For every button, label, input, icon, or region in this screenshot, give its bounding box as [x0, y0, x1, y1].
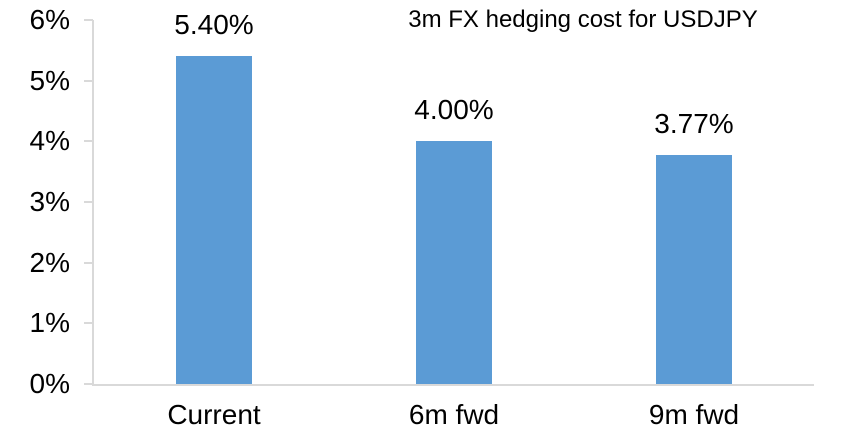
y-axis-tick: [84, 261, 93, 264]
chart-title: 3m FX hedging cost for USDJPY: [408, 6, 758, 33]
y-axis-tick: [84, 140, 93, 143]
y-axis-tick: [84, 322, 93, 325]
y-axis-tick: [84, 79, 93, 82]
bar: [416, 141, 492, 384]
y-axis-tick-label: 0%: [29, 368, 70, 399]
x-axis-category-label: 9m fwd: [648, 399, 740, 430]
y-axis-tick: [84, 201, 93, 203]
bar: [656, 155, 732, 384]
y-axis-tick-label: 2%: [29, 246, 70, 278]
x-axis-category-label: 6m fwd: [408, 399, 500, 430]
y-axis-tick: [84, 19, 93, 21]
y-axis-tick-label: 4%: [29, 125, 70, 157]
y-axis-line: [92, 20, 94, 386]
bar-value-label: 5.40%: [174, 9, 254, 41]
y-axis-tick-label: 6%: [29, 4, 70, 35]
y-axis-tick-label: 1%: [29, 307, 70, 339]
y-axis-tick-label: 5%: [29, 64, 70, 96]
x-axis-line: [92, 384, 814, 386]
y-axis-tick-label: 3%: [29, 186, 70, 217]
bar: [176, 56, 252, 384]
bar-value-label: 4.00%: [414, 94, 494, 126]
x-axis-category-label: Current: [167, 399, 261, 430]
bar-value-label: 3.77%: [654, 108, 734, 140]
y-axis-tick: [84, 383, 93, 385]
